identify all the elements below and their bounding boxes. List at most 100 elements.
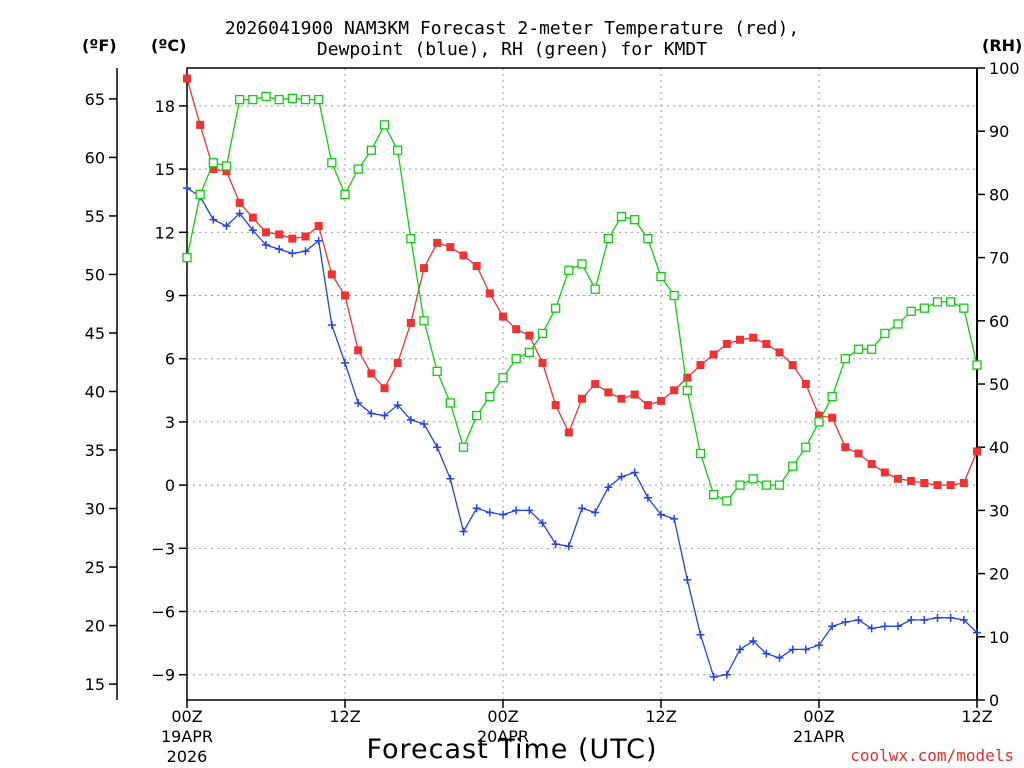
x-tick-label: 12Z: [645, 707, 676, 726]
dewpoint-point: [749, 637, 758, 646]
dewpoint-point: [920, 615, 929, 624]
temperature-point: [525, 331, 534, 340]
dewpoint-point: [235, 209, 244, 218]
dewpoint-point: [762, 649, 771, 658]
rh-point: [656, 271, 666, 282]
rh-point: [393, 145, 403, 155]
fahrenheit-tick-label: 45: [85, 324, 105, 343]
rh-point: [959, 303, 969, 313]
dewpoint-point: [209, 215, 218, 224]
rh-point: [748, 474, 758, 484]
rh-point: [485, 391, 495, 402]
x-tick-label: 00Z: [487, 707, 518, 726]
fahrenheit-tick-label: 35: [85, 441, 105, 460]
temperature-point: [459, 251, 468, 260]
dewpoint-point: [907, 615, 916, 624]
dewpoint-point: [222, 222, 231, 230]
temperature-point: [933, 481, 942, 490]
temperature-point: [788, 361, 797, 370]
rh-point: [616, 211, 627, 222]
temperature-point: [393, 358, 402, 367]
rh-point: [709, 489, 719, 500]
temperature-point: [775, 348, 784, 357]
rh-tick-label: 60: [989, 312, 1009, 331]
celsius-tick-label: 0: [165, 476, 175, 495]
rh-point: [906, 306, 916, 316]
temperature-point: [538, 358, 547, 367]
plot-frame: [186, 67, 978, 701]
rh-point: [248, 94, 258, 105]
dewpoint-point: [801, 645, 810, 654]
temperature-point: [709, 350, 718, 359]
rh-point: [366, 145, 376, 155]
rh-point: [419, 316, 429, 326]
x-axis-title: Forecast Time (UTC): [366, 734, 658, 765]
dewpoint-point: [736, 645, 744, 654]
rh-tick-label: 10: [989, 628, 1009, 647]
rh-point: [577, 259, 587, 269]
dewpoint-point: [709, 672, 718, 681]
temperature-point: [485, 289, 494, 298]
temperature-point: [946, 481, 955, 490]
temperature-point: [657, 396, 665, 405]
temperature-point: [920, 479, 929, 488]
dewpoint-point: [973, 628, 981, 637]
temperature-point: [196, 120, 205, 129]
rh-point: [498, 373, 508, 383]
rh-point: [340, 189, 350, 200]
dewpoint-point: [262, 240, 270, 249]
rh-point: [353, 164, 363, 174]
credit-text: coolwx.com/models: [850, 746, 1014, 765]
rh-point: [564, 265, 574, 275]
fahrenheit-unit-label: (ºF): [82, 36, 117, 55]
dewpoint-point: [248, 226, 257, 235]
rh-point: [682, 385, 692, 395]
temperature-point: [854, 449, 863, 458]
rh-tick-label: 30: [989, 501, 1009, 520]
dewpoint-point: [867, 624, 876, 633]
temperature-point: [591, 380, 600, 388]
dewpoint-point: [420, 420, 428, 429]
dewpoint-point: [643, 493, 652, 502]
temperature-point: [301, 232, 310, 241]
rh-point: [432, 366, 442, 377]
celsius-tick-label: 12: [155, 223, 175, 242]
dewpoint-point: [880, 622, 889, 631]
chart-title-line1: 2026041900 NAM3KM Forecast 2-meter Tempe…: [224, 18, 800, 39]
rh-point: [221, 161, 232, 171]
celsius-tick-label: 3: [165, 413, 175, 432]
rh-point: [314, 94, 324, 105]
rh-point: [893, 319, 903, 329]
rh-point: [669, 290, 679, 301]
celsius-unit-label: (ºC): [151, 36, 187, 55]
rh-point: [590, 284, 600, 294]
temperature-point: [736, 335, 744, 344]
x-tick-label: 12Z: [329, 707, 360, 726]
rh-tick-label: 0: [989, 691, 999, 710]
rh-point: [761, 480, 771, 490]
temperature-point: [749, 333, 758, 342]
temperature-point: [696, 361, 705, 370]
dewpoint-point: [630, 468, 639, 477]
temperature-point: [578, 394, 586, 403]
dewpoint-point: [341, 358, 349, 367]
x-tick-date-label: 21APR: [793, 727, 845, 746]
dewpoint-point: [499, 510, 507, 519]
celsius-tick-label: −6: [151, 603, 175, 622]
dewpoint-point: [485, 508, 494, 517]
rh-point: [287, 93, 297, 103]
dewpoint-point: [288, 249, 297, 258]
temperature-point: [683, 373, 692, 382]
dewpoint-point: [775, 653, 784, 662]
dewpoint-point: [696, 630, 705, 639]
dewpoint-point: [393, 401, 402, 410]
temperature-point: [670, 386, 679, 395]
temperature-point: [630, 390, 639, 399]
rh-point: [630, 215, 640, 225]
x-tick-label: 12Z: [961, 707, 992, 726]
dewpoint-point: [578, 504, 586, 513]
dewpoint-point: [854, 615, 863, 624]
temperature-point: [367, 369, 376, 378]
celsius-tick-label: 9: [165, 287, 175, 306]
